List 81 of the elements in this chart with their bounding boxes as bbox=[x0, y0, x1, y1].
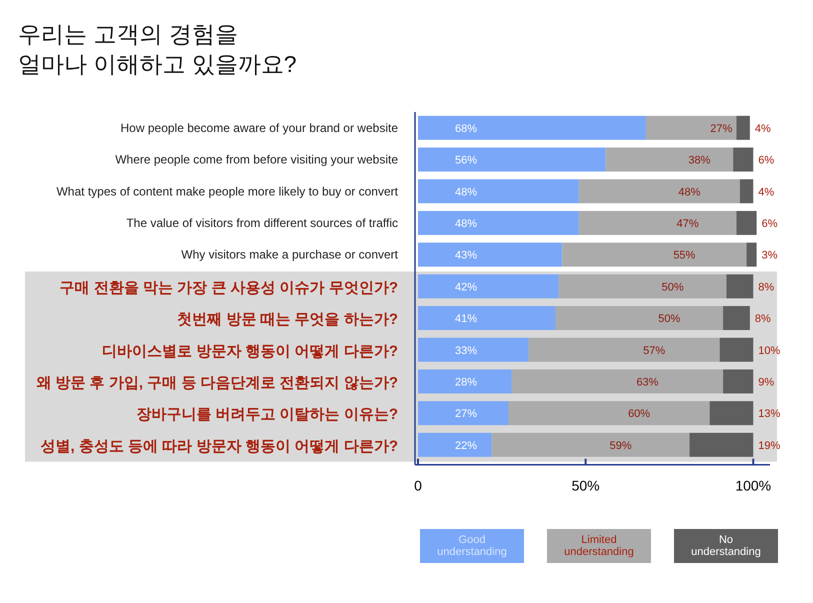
data-label: 63% bbox=[636, 376, 659, 388]
data-label: 6% bbox=[762, 218, 778, 230]
data-label: 33% bbox=[454, 344, 478, 357]
data-label: 27% bbox=[710, 122, 732, 135]
bar bbox=[562, 242, 747, 267]
data-label: 55% bbox=[673, 250, 696, 262]
bar bbox=[690, 432, 754, 457]
data-label: 19% bbox=[758, 440, 780, 452]
bar bbox=[606, 148, 734, 172]
bar bbox=[578, 179, 740, 204]
y-tick-label: Why visitors make a purchase or convert bbox=[181, 248, 399, 262]
x-tick-label: 100% bbox=[735, 478, 772, 494]
data-label: 3% bbox=[762, 250, 778, 262]
bar bbox=[726, 274, 754, 298]
y-tick-label: 왜 방문 후 가입, 구매 등 다음단계로 전환되지 않는가? bbox=[36, 374, 398, 392]
bar bbox=[418, 274, 559, 298]
bar bbox=[512, 369, 724, 394]
bar bbox=[646, 116, 736, 140]
y-tick-label: 장바구니를 버려두고 이탈하는 이유는? bbox=[136, 406, 398, 424]
data-label: 57% bbox=[643, 344, 666, 357]
data-label: 8% bbox=[754, 313, 772, 326]
data-label: 48% bbox=[454, 186, 478, 198]
data-label: 50% bbox=[658, 313, 680, 326]
data-label: 50% bbox=[662, 281, 684, 294]
y-tick-label: 첫번째 방문 때는 무엇을 하는가? bbox=[177, 311, 398, 328]
data-label: 59% bbox=[610, 440, 632, 452]
bar bbox=[723, 306, 750, 330]
bar bbox=[418, 432, 492, 457]
bar bbox=[418, 401, 509, 426]
data-label: 22% bbox=[454, 440, 478, 452]
bar bbox=[418, 338, 529, 362]
bar bbox=[723, 369, 754, 394]
x-tick-label: 0 bbox=[414, 478, 422, 494]
bar bbox=[508, 401, 710, 426]
y-tick-label: Where people come from before visiting your website bbox=[115, 152, 398, 167]
bar bbox=[736, 210, 757, 235]
bar bbox=[418, 369, 512, 394]
data-label: 13% bbox=[758, 408, 780, 420]
data-label: 10% bbox=[758, 344, 780, 357]
data-label: 9% bbox=[758, 376, 774, 388]
y-tick-label: How people become aware of your brand or website bbox=[120, 120, 398, 135]
data-label: 28% bbox=[454, 376, 478, 388]
bar bbox=[736, 116, 750, 140]
bar bbox=[492, 432, 690, 457]
data-label: 47% bbox=[676, 218, 699, 230]
bar bbox=[740, 179, 754, 204]
bar bbox=[578, 210, 736, 235]
data-label: 43% bbox=[454, 250, 478, 262]
data-label: 8% bbox=[758, 281, 774, 294]
data-label: 60% bbox=[628, 408, 650, 420]
data-label: 48% bbox=[678, 186, 701, 198]
data-label: 27% bbox=[454, 408, 478, 420]
bar bbox=[555, 306, 724, 330]
data-label: 6% bbox=[758, 154, 774, 167]
y-tick-label: 성별, 충성도 등에 따라 방문자 행동이 어떻게 다른가? bbox=[40, 438, 398, 455]
bar bbox=[558, 274, 726, 298]
bar bbox=[418, 306, 556, 330]
data-label: 48% bbox=[454, 218, 478, 230]
bar bbox=[720, 338, 754, 362]
data-label: 68% bbox=[454, 122, 478, 135]
data-label: 4% bbox=[758, 186, 774, 198]
data-label: 41% bbox=[454, 313, 478, 326]
bar bbox=[746, 242, 757, 267]
y-tick-label: 디바이스별로 방문자 행동이 어떻게 다른가? bbox=[102, 342, 398, 360]
bar bbox=[418, 242, 562, 267]
bar bbox=[418, 148, 606, 172]
y-tick-label: The value of visitors from different sources of traffic bbox=[126, 216, 398, 230]
x-tick-label: 50% bbox=[572, 478, 600, 494]
bar bbox=[418, 116, 646, 140]
bar bbox=[733, 148, 754, 172]
bar bbox=[418, 179, 579, 204]
data-label: 4% bbox=[754, 122, 772, 135]
data-label: 38% bbox=[688, 154, 711, 167]
bar bbox=[528, 338, 720, 362]
title: 우리는 고객의 경험을 얼마나 이해하고 있을까요? bbox=[18, 21, 297, 77]
bar bbox=[710, 401, 754, 426]
bar bbox=[418, 210, 579, 235]
data-label: 42% bbox=[454, 281, 478, 294]
data-label: 56% bbox=[454, 154, 478, 167]
y-tick-label: What types of content make people more likely to buy or convert bbox=[56, 184, 399, 198]
y-tick-label: 구매 전환을 막는 가장 큰 사용성 이슈가 무엇인가? bbox=[60, 279, 398, 296]
